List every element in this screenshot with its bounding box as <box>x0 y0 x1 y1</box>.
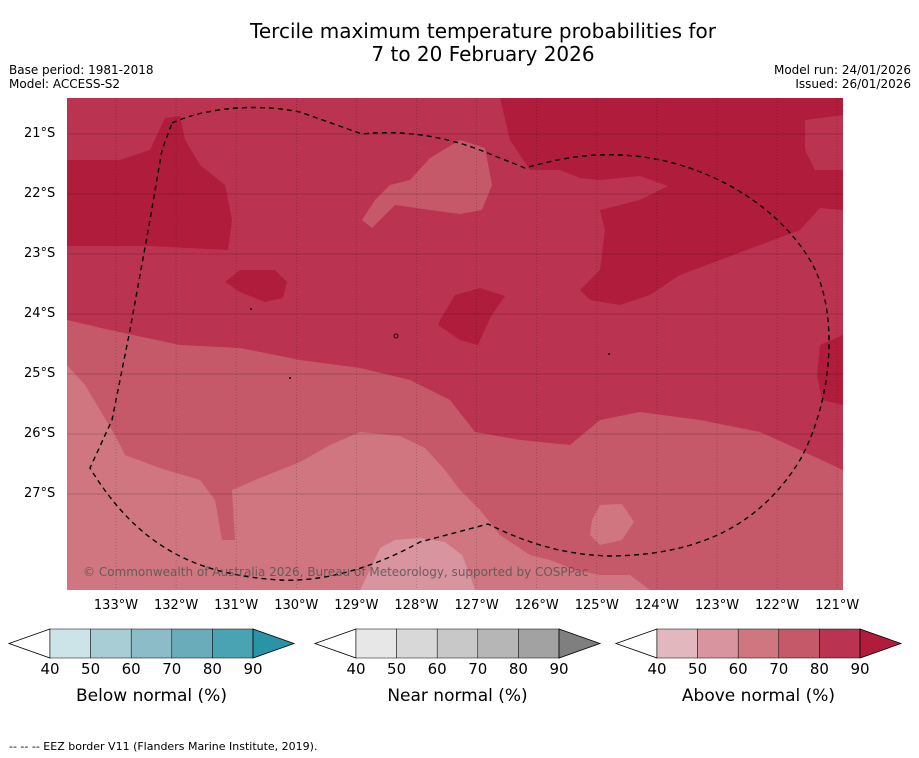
region-60-southeast-patch <box>590 504 634 545</box>
dot-markers <box>250 308 610 379</box>
longitude-label: 129°W <box>334 598 379 613</box>
colorbar-tick-label: 90 <box>850 660 870 678</box>
colorbar-extend-low <box>614 628 658 659</box>
map-fill-layer <box>67 98 843 590</box>
latitude-label: 25°S <box>24 366 56 381</box>
longitude-label: 127°W <box>454 598 499 613</box>
island-marker <box>289 377 291 379</box>
model-run: Model run: 24/01/2026 <box>773 63 911 77</box>
latitude-label: 21°S <box>24 126 56 141</box>
longitude-label: 130°W <box>274 598 319 613</box>
colorbar-tick-label: 40 <box>346 660 366 678</box>
colorbar-segment <box>778 628 820 659</box>
latitude-label: 24°S <box>24 306 56 321</box>
colorbar-segment <box>819 628 861 659</box>
colorbar-extend-high <box>252 628 296 659</box>
issued-date: Issued: 26/01/2026 <box>795 77 911 91</box>
colorbar-tick-label: 90 <box>243 660 263 678</box>
colorbar-tick-label: 80 <box>809 660 829 678</box>
base-period: Base period: 1981-2018 <box>9 63 154 77</box>
colorbar-segment <box>90 628 132 659</box>
colorbar-segment <box>477 628 519 659</box>
colorbar <box>614 628 903 659</box>
latitude-label: 27°S <box>24 486 56 501</box>
colorbar-tick-label: 50 <box>688 660 708 678</box>
colorbar-segment <box>130 628 173 659</box>
colorbar-segment <box>518 628 560 659</box>
longitude-label: 126°W <box>514 598 559 613</box>
chart-title: Tercile maximum temperature probabilitie… <box>0 20 919 66</box>
longitude-label: 121°W <box>815 598 860 613</box>
region-90-patch-1 <box>225 270 287 302</box>
region-70-north <box>362 140 492 228</box>
graticule <box>67 98 843 590</box>
longitude-label: 133°W <box>93 598 139 613</box>
island-marker <box>393 333 399 339</box>
eez-border <box>89 106 830 581</box>
colorbar-segment <box>396 628 438 659</box>
longitude-label: 124°W <box>634 598 679 613</box>
colorbar-segment <box>656 628 698 659</box>
latitude-label: 26°S <box>24 426 56 441</box>
colorbar-tick-label: 50 <box>387 660 407 678</box>
colorbar-tick-label: 70 <box>162 660 182 678</box>
region-50-south <box>360 538 475 590</box>
region-90-patch-3 <box>817 335 843 405</box>
colorbar-tick-label: 70 <box>769 660 789 678</box>
colorbars-layer <box>7 628 903 659</box>
title-line-1: Tercile maximum temperature probabilitie… <box>250 19 716 43</box>
colorbar-extend-low <box>313 628 357 659</box>
colorbar-label: Below normal (%) <box>76 686 227 706</box>
colorbar-tick-label: 50 <box>81 660 101 678</box>
colorbar-segment <box>171 628 213 659</box>
copyright-notice: © Commonwealth of Australia 2026, Bureau… <box>83 565 589 579</box>
eez-footnote: -- -- -- EEZ border V11 (Flanders Marine… <box>9 740 318 753</box>
island-marker <box>250 308 252 310</box>
colorbar-tick-label: 60 <box>427 660 447 678</box>
colorbar-tick-label: 40 <box>647 660 667 678</box>
latitude-label: 22°S <box>24 186 56 201</box>
colorbar-tick-label: 60 <box>121 660 141 678</box>
colorbar-tick-label: 60 <box>728 660 748 678</box>
meta-right: Model run: 24/01/2026 Issued: 26/01/2026 <box>774 63 911 91</box>
colorbar-segment <box>436 628 479 659</box>
longitude-label: 128°W <box>394 598 439 613</box>
colorbar-segment <box>697 628 739 659</box>
region-90-northeast <box>500 98 843 305</box>
longitude-label: 125°W <box>574 598 619 613</box>
model-name: Model: ACCESS-S2 <box>9 77 121 91</box>
colorbar-tick-label: 80 <box>202 660 222 678</box>
colorbar-segment <box>49 628 91 659</box>
colorbar-segment <box>737 628 780 659</box>
longitude-label: 132°W <box>154 598 199 613</box>
colorbar-label: Above normal (%) <box>681 686 836 706</box>
colorbar-tick-label: 40 <box>40 660 60 678</box>
longitude-label: 123°W <box>694 598 740 613</box>
longitude-label: 122°W <box>755 598 800 613</box>
region-90-northwest <box>67 116 232 250</box>
colorbar <box>313 628 602 659</box>
region-90-patch-2 <box>438 288 505 345</box>
region-60-southwest <box>67 365 650 590</box>
colorbar-extend-high <box>558 628 602 659</box>
colorbar-segment <box>355 628 397 659</box>
region-80-north-notch <box>805 115 843 170</box>
colorbar-tick-label: 90 <box>549 660 569 678</box>
colorbar-tick-label: 70 <box>468 660 488 678</box>
colorbar-label: Near normal (%) <box>387 686 528 706</box>
colorbar-extend-high <box>859 628 903 659</box>
longitude-label: 131°W <box>214 598 259 613</box>
colorbar-tick-label: 80 <box>508 660 528 678</box>
colorbar-extend-low <box>7 628 51 659</box>
colorbar-segment <box>212 628 254 659</box>
title-line-2: 7 to 20 February 2026 <box>371 42 595 66</box>
island-marker <box>608 353 610 355</box>
colorbar <box>7 628 296 659</box>
latitude-label: 23°S <box>24 246 56 261</box>
meta-left: Base period: 1981-2018 Model: ACCESS-S2 <box>9 63 154 91</box>
